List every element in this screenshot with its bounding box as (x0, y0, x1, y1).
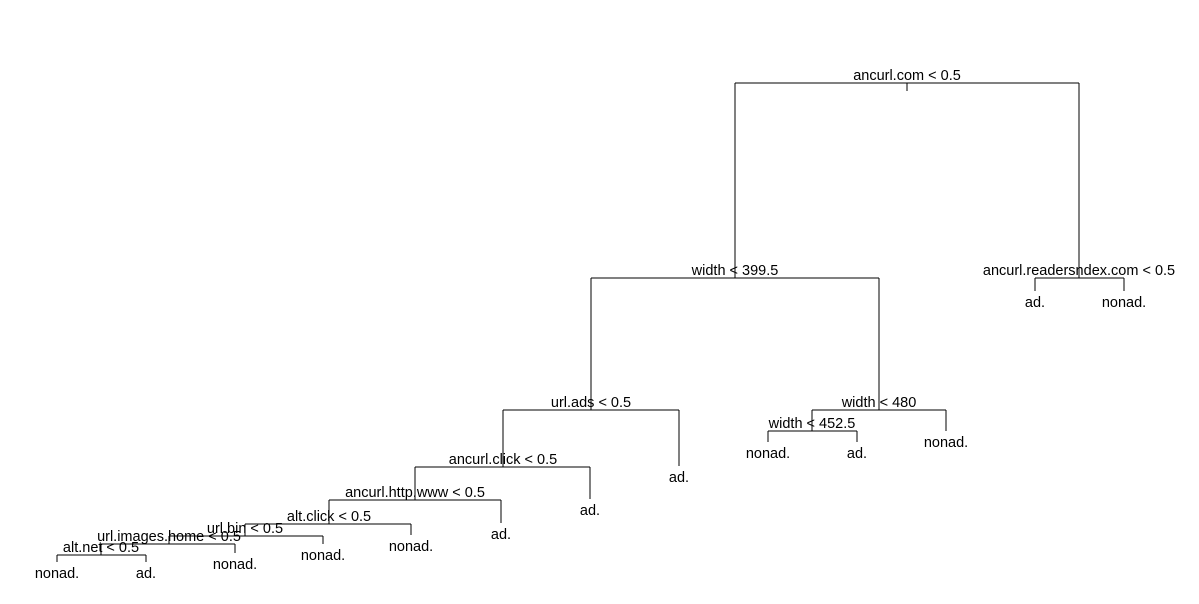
leaf-label: nonad. (213, 557, 257, 573)
leaf-label: ad. (1025, 295, 1045, 311)
split-label: ancurl.http.www < 0.5 (345, 485, 485, 501)
split-label: width < 399.5 (691, 263, 779, 279)
leaf-label: ad. (669, 470, 689, 486)
leaf-label: nonad. (924, 435, 968, 451)
split-label: alt.net < 0.5 (63, 540, 139, 556)
split-label: width < 480 (841, 395, 917, 411)
split-label: alt.click < 0.5 (287, 509, 371, 525)
leaf-label: nonad. (389, 539, 433, 555)
leaf-label: ad. (491, 527, 511, 543)
split-label: width < 452.5 (768, 416, 856, 432)
split-label: ancurl.readersndex.com < 0.5 (983, 263, 1175, 279)
leaf-label: nonad. (301, 548, 345, 564)
split-label: url.ads < 0.5 (551, 395, 631, 411)
leaf-label: ad. (580, 503, 600, 519)
leaf-label: nonad. (746, 446, 790, 462)
leaf-label: ad. (847, 446, 867, 462)
split-label: url.bin < 0.5 (207, 521, 283, 537)
split-label: url.images.home < 0.5 (97, 529, 241, 545)
leaf-label: nonad. (1102, 295, 1146, 311)
leaf-label: nonad. (35, 566, 79, 582)
split-label: ancurl.com < 0.5 (853, 68, 961, 84)
split-label: ancurl.click < 0.5 (449, 452, 557, 468)
leaf-label: ad. (136, 566, 156, 582)
